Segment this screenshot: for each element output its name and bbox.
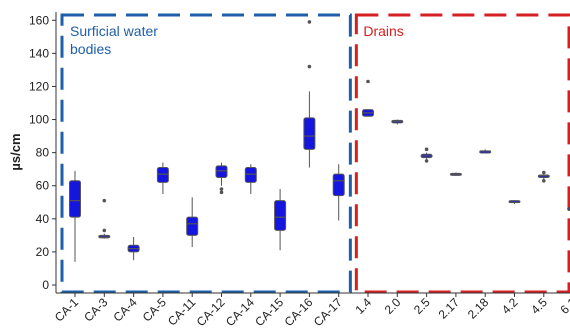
box-2.0 bbox=[391, 119, 404, 125]
box-CA-11 bbox=[186, 197, 199, 247]
y-tick-label: 80 bbox=[36, 146, 50, 160]
box-body bbox=[69, 180, 81, 218]
box-body bbox=[156, 167, 169, 183]
box-2.17 bbox=[449, 172, 462, 176]
group-label-water-bodies-line-1: Surficial water bbox=[70, 23, 158, 39]
y-tick-label: 60 bbox=[36, 179, 50, 193]
y-tick-label: 40 bbox=[36, 212, 50, 226]
y-tick-label: 160 bbox=[29, 13, 49, 27]
box-CA-14 bbox=[244, 164, 257, 194]
outlier-point bbox=[424, 159, 429, 163]
outlier-point bbox=[366, 79, 370, 84]
box-CA-17 bbox=[332, 164, 345, 221]
y-tick-label: 100 bbox=[29, 113, 49, 127]
x-ticks: CA-1 CA-3 CA-4 CA-5CA-11CA-12CA-14CA-15CA-1… bbox=[52, 293, 570, 329]
outlier-point bbox=[542, 178, 546, 183]
x-tick-label: 6.1 bbox=[558, 295, 570, 317]
outlier-point bbox=[102, 198, 107, 203]
x-tick-label: 2.17 bbox=[436, 295, 463, 322]
x-tick-label: 4.5 bbox=[528, 295, 550, 317]
box-CA-15 bbox=[274, 189, 287, 251]
box-6.1 bbox=[567, 206, 570, 212]
box-2.5 bbox=[420, 147, 433, 163]
box-CA-5 bbox=[156, 162, 169, 194]
outlier-point bbox=[219, 190, 224, 195]
x-tick-label: CA-15 bbox=[252, 295, 286, 329]
x-tick-label: CA-17 bbox=[311, 295, 345, 329]
y-tick-label: 20 bbox=[36, 245, 50, 259]
group-label-water-bodies: Surficial water bodies bbox=[70, 23, 158, 57]
x-tick-label: CA-4 bbox=[110, 295, 139, 324]
box-CA-12 bbox=[215, 162, 228, 195]
x-tick-label: CA-1 bbox=[52, 295, 81, 324]
box-2.18 bbox=[479, 149, 492, 154]
y-axis-title: µs/cm bbox=[8, 133, 23, 170]
water-bodies-frame bbox=[60, 13, 352, 294]
group-labels: Surficial water bodies Drains bbox=[70, 23, 404, 57]
x-tick-label: 2.0 bbox=[382, 295, 404, 317]
x-tick-label: 2.18 bbox=[465, 295, 492, 322]
box-body bbox=[244, 167, 257, 183]
y-tick-label: 120 bbox=[29, 79, 49, 93]
outlier-point bbox=[102, 228, 107, 233]
outlier-point bbox=[219, 187, 224, 191]
outlier-point bbox=[307, 64, 312, 69]
y-ticks: 0 20 40 60 80 100 120 140 160 bbox=[29, 13, 56, 292]
box-4.2 bbox=[508, 200, 521, 204]
drains-frame bbox=[354, 13, 570, 294]
group-label-drains: Drains bbox=[363, 23, 403, 39]
box-body bbox=[274, 200, 287, 231]
box-CA-4 bbox=[127, 237, 140, 261]
x-tick-label: CA-11 bbox=[165, 295, 199, 329]
outlier-point bbox=[307, 20, 312, 24]
x-tick-label: 1.4 bbox=[352, 295, 374, 317]
box-1.4 bbox=[362, 79, 374, 117]
outlier-point bbox=[424, 147, 429, 152]
outlier-point bbox=[542, 170, 546, 175]
box-CA-16 bbox=[303, 20, 316, 168]
box-body bbox=[303, 117, 316, 150]
box-CA-1 bbox=[69, 170, 81, 262]
x-tick-label: 2.5 bbox=[411, 295, 433, 317]
y-tick-label: 140 bbox=[29, 46, 49, 60]
box-CA-3 bbox=[98, 198, 111, 239]
x-tick-label: CA-5 bbox=[140, 295, 169, 324]
group-frames bbox=[60, 13, 570, 294]
x-tick-label: CA-12 bbox=[194, 295, 228, 329]
group-label-water-bodies-line-2: bodies bbox=[70, 41, 111, 57]
boxes bbox=[69, 20, 570, 262]
x-tick-label: CA-16 bbox=[282, 295, 316, 329]
x-tick-label: CA-14 bbox=[223, 295, 257, 329]
y-tick-label: 0 bbox=[42, 278, 49, 292]
box-body bbox=[215, 165, 228, 178]
box-body bbox=[332, 173, 345, 197]
x-tick-label: 4.2 bbox=[499, 295, 521, 317]
box-4.5 bbox=[537, 170, 550, 183]
box-body bbox=[186, 216, 199, 236]
x-tick-label: CA-3 bbox=[81, 295, 110, 324]
